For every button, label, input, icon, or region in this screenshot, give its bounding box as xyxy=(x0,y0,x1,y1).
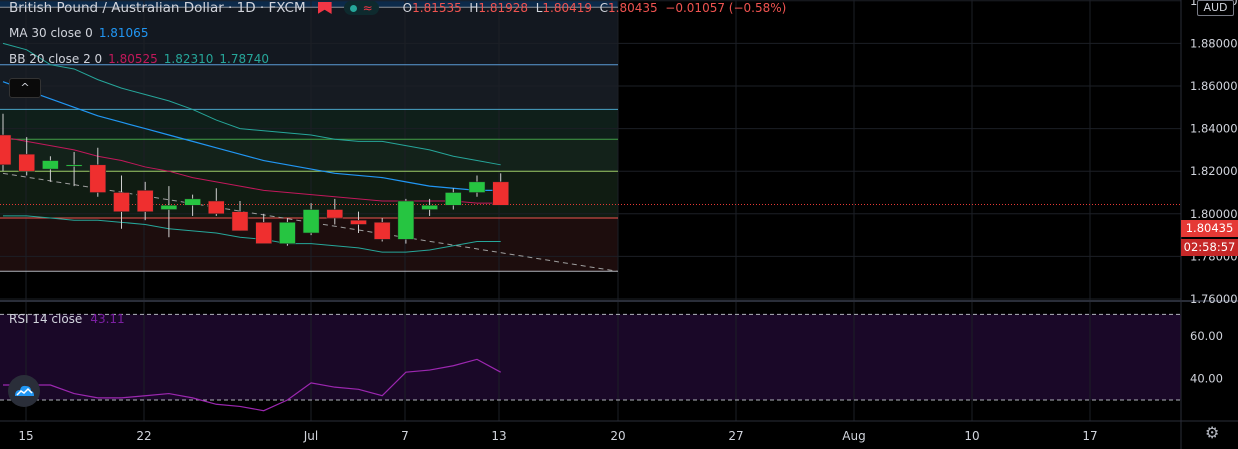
price-tick-label: 1.82000 xyxy=(1190,164,1238,178)
symbol-title[interactable]: British Pound / Australian Dollar · 1D ·… xyxy=(9,0,306,16)
currency-label[interactable]: AUD xyxy=(1197,0,1234,16)
fib-zone xyxy=(0,109,618,140)
last-price-tag: 1.80435 xyxy=(1181,220,1238,237)
candle-body xyxy=(326,209,344,219)
time-tick-label: Aug xyxy=(842,429,865,443)
time-tick-label: 15 xyxy=(18,429,33,443)
bb-upper-line xyxy=(2,42,501,166)
tradingview-logo-icon[interactable] xyxy=(8,375,40,407)
rsi-tick-label: 40.00 xyxy=(1190,372,1223,386)
candle-body xyxy=(89,164,107,193)
time-tick-label: 20 xyxy=(610,429,625,443)
candle-body xyxy=(302,209,320,234)
candle-body xyxy=(184,198,201,206)
rsi-line xyxy=(3,358,501,412)
ma-value: 1.81065 xyxy=(98,26,149,40)
settings-gear-icon[interactable]: ⚙ xyxy=(1205,423,1220,442)
candle-body xyxy=(492,181,509,206)
price-tick-label: 1.88000 xyxy=(1190,36,1238,50)
price-tick-label: 1.80000 xyxy=(1190,207,1238,221)
candle-body xyxy=(279,222,296,244)
candle-body xyxy=(208,200,225,215)
candle-body xyxy=(468,181,486,193)
bb-legend[interactable]: BB 20 close 2 0 1.80525 1.82310 1.78740 xyxy=(9,52,270,66)
candle-body xyxy=(397,200,415,240)
rsi-tick-label: 60.00 xyxy=(1190,329,1223,343)
rsi-axis-ticks: 40.00 60.00 xyxy=(1190,329,1223,386)
time-tick-label: 10 xyxy=(964,429,979,443)
fib-zone xyxy=(0,64,618,110)
price-tick-label: 1.86000 xyxy=(1190,79,1238,93)
bb-basis-value: 1.80525 xyxy=(108,52,158,66)
countdown-tag: 02:58:57 xyxy=(1181,239,1238,256)
time-tick-label: 17 xyxy=(1082,429,1097,443)
candle-body xyxy=(18,153,35,172)
candle-body xyxy=(0,134,12,166)
candle-body xyxy=(42,160,59,170)
time-tick-label: Jul xyxy=(303,429,318,443)
waves-icon: ≈ xyxy=(362,1,373,15)
rsi-band-fill xyxy=(0,314,1181,400)
candle-body xyxy=(421,205,438,210)
ohlc-values: O1.81535 H1.81928 L1.80419 C1.80435 −0.0… xyxy=(402,1,787,15)
ma-legend[interactable]: MA 30 close 0 1.81065 xyxy=(9,26,149,40)
bb-lower-line xyxy=(3,215,501,253)
collapse-legend-button[interactable]: ^ xyxy=(9,78,41,98)
change-value: −0.01057 (−0.58%) xyxy=(665,1,787,15)
bb-basis-line xyxy=(2,136,501,204)
candles xyxy=(0,113,509,246)
flag-icon[interactable] xyxy=(317,2,332,14)
candle-body xyxy=(113,192,130,212)
rsi-legend[interactable]: RSI 14 close 43.11 xyxy=(9,312,125,326)
price-axis-ticks[interactable]: 1.760001.780001.800001.820001.840001.860… xyxy=(1190,0,1238,306)
price-tick-label: 1.84000 xyxy=(1190,122,1238,136)
bb-upper-value: 1.82310 xyxy=(163,52,214,66)
fib-zone xyxy=(0,7,618,65)
fibonacci-zones xyxy=(0,0,618,272)
time-tick-label: 7 xyxy=(401,429,409,443)
time-tick-label: 22 xyxy=(136,429,151,443)
price-tick-label: 1.76000 xyxy=(1190,292,1238,306)
bb-lower-value: 1.78740 xyxy=(219,52,270,66)
candle-body xyxy=(231,211,249,232)
rsi-value: 43.11 xyxy=(90,312,125,326)
time-tick-label: 27 xyxy=(728,429,743,443)
rsi-lines xyxy=(0,313,1181,412)
market-status-pill[interactable]: ≈ xyxy=(343,1,379,15)
candle-body xyxy=(255,222,272,244)
chart-header: British Pound / Australian Dollar · 1D ·… xyxy=(9,0,786,16)
time-tick-label: 13 xyxy=(491,429,506,443)
candle-body xyxy=(136,190,154,212)
candle-body xyxy=(160,205,178,210)
candle-body xyxy=(350,219,367,225)
ma30-line xyxy=(2,81,501,191)
fib-zone xyxy=(0,0,618,8)
candle-body xyxy=(373,222,391,240)
market-open-icon xyxy=(349,4,357,12)
time-axis-ticks[interactable]: 15 22 Jul 7 13 20 27 Aug 10 17 xyxy=(18,429,1097,443)
candle-body xyxy=(65,164,83,167)
candle-body xyxy=(445,192,462,206)
